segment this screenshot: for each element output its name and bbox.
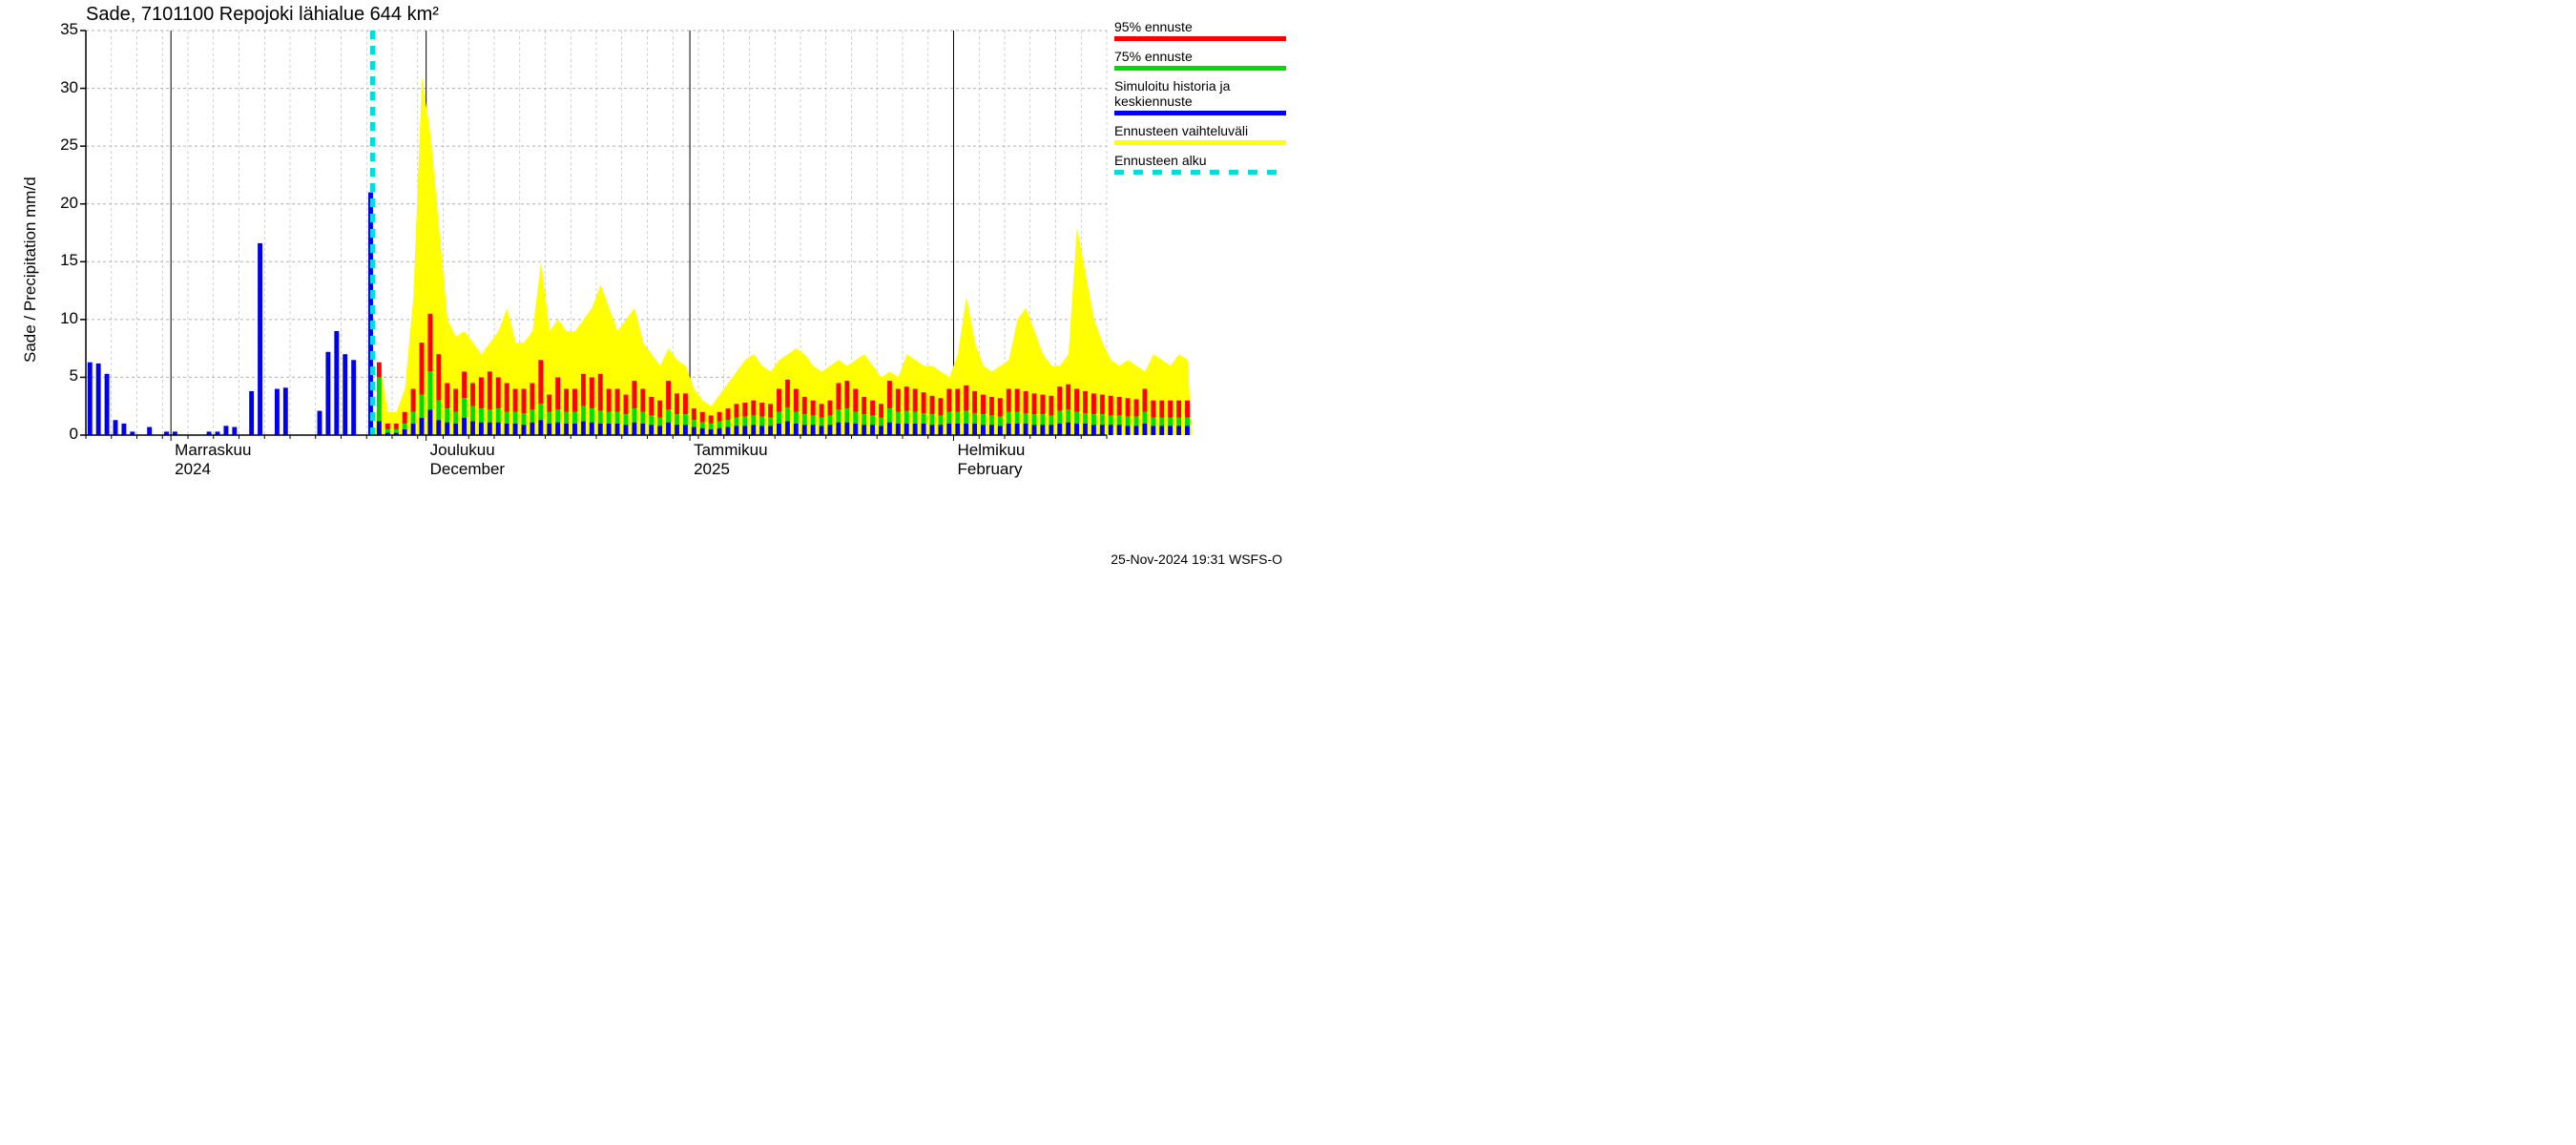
y-tick: 0 (48, 425, 78, 444)
legend: 95% ennuste 75% ennuste Simuloitu historia… (1114, 19, 1288, 182)
x-tick-month: Tammikuu (694, 441, 767, 460)
y-tick: 20 (48, 194, 78, 213)
x-tick-sub: 2025 (694, 460, 730, 479)
legend-label: Ennusteen alku (1114, 153, 1288, 168)
legend-swatch (1114, 140, 1286, 145)
legend-label: Ennusteen vaihteluväli (1114, 123, 1288, 138)
legend-label: 95% ennuste (1114, 19, 1288, 34)
legend-item: Ennusteen vaihteluväli (1114, 123, 1288, 145)
legend-swatch (1114, 170, 1286, 175)
y-tick: 5 (48, 366, 78, 385)
legend-label: 75% ennuste (1114, 49, 1288, 64)
x-tick-sub: December (430, 460, 505, 479)
x-tick-month: Helmikuu (958, 441, 1026, 460)
y-tick: 15 (48, 251, 78, 270)
chart-page: Sade, 7101100 Repojoki lähialue 644 km² … (0, 0, 1288, 572)
legend-swatch (1114, 111, 1286, 115)
legend-item: Simuloitu historia jakeskiennuste (1114, 78, 1288, 115)
legend-item: 95% ennuste (1114, 19, 1288, 41)
legend-label: keskiennuste (1114, 94, 1288, 109)
y-tick: 30 (48, 78, 78, 97)
y-tick: 35 (48, 20, 78, 39)
x-tick-month: Joulukuu (430, 441, 495, 460)
y-tick: 25 (48, 135, 78, 155)
chart-plot (0, 0, 1288, 572)
x-tick-month: Marraskuu (175, 441, 251, 460)
x-tick-sub: 2024 (175, 460, 211, 479)
legend-item: 75% ennuste (1114, 49, 1288, 71)
legend-label: Simuloitu historia ja (1114, 78, 1288, 94)
x-tick-sub: February (958, 460, 1023, 479)
footer-timestamp: 25-Nov-2024 19:31 WSFS-O (1111, 552, 1282, 567)
legend-swatch (1114, 66, 1286, 71)
y-tick: 10 (48, 309, 78, 328)
legend-item: Ennusteen alku (1114, 153, 1288, 175)
legend-swatch (1114, 36, 1286, 41)
